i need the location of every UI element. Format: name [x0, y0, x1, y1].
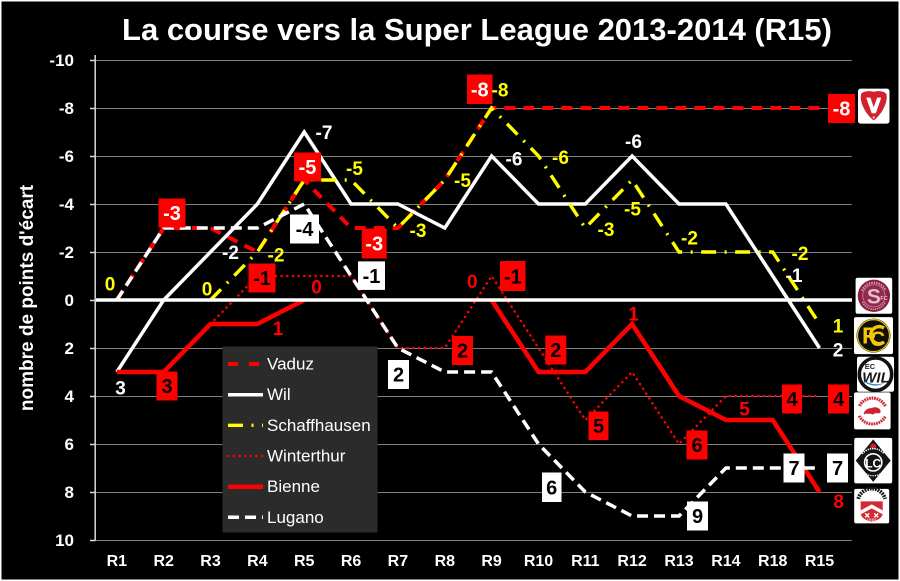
svg-text:7: 7: [788, 458, 799, 480]
svg-text:1: 1: [273, 319, 284, 340]
svg-text:Winterthur: Winterthur: [267, 447, 346, 466]
svg-text:WIL: WIL: [862, 370, 890, 387]
svg-text:-7: -7: [316, 123, 333, 144]
svg-text:La course vers la Super League: La course vers la Super League 2013-2014…: [122, 12, 832, 47]
svg-text:6: 6: [546, 478, 557, 500]
svg-text:-2: -2: [222, 243, 239, 264]
svg-text:2: 2: [65, 339, 74, 358]
svg-text:2: 2: [457, 341, 468, 363]
svg-text:4: 4: [786, 389, 798, 411]
svg-text:R2: R2: [153, 553, 174, 570]
svg-text:Lugano: Lugano: [267, 508, 324, 527]
svg-text:5: 5: [739, 400, 750, 421]
svg-text:3: 3: [115, 379, 126, 400]
svg-text:5: 5: [593, 416, 604, 438]
svg-text:9: 9: [692, 506, 703, 528]
svg-text:8: 8: [833, 492, 844, 513]
svg-text:4: 4: [65, 387, 75, 406]
svg-text:0: 0: [467, 272, 478, 293]
svg-text:-6: -6: [506, 150, 523, 171]
svg-text:R7: R7: [388, 553, 409, 570]
svg-text:R15: R15: [805, 553, 834, 570]
svg-text:0: 0: [65, 291, 74, 310]
svg-text:-2: -2: [268, 246, 285, 267]
svg-text:-5: -5: [299, 157, 317, 179]
svg-text:-8: -8: [471, 80, 489, 102]
svg-text:-1: -1: [504, 267, 522, 289]
svg-text:10: 10: [55, 531, 74, 550]
svg-text:-1: -1: [786, 266, 803, 287]
svg-text:C: C: [870, 328, 885, 351]
svg-text:-5: -5: [624, 200, 641, 221]
svg-text:R5: R5: [294, 553, 315, 570]
svg-text:-2: -2: [792, 244, 809, 265]
svg-text:-6: -6: [59, 147, 74, 166]
svg-text:0: 0: [202, 280, 213, 301]
svg-text:-3: -3: [598, 220, 615, 241]
svg-text:-4: -4: [59, 195, 75, 214]
svg-text:-6: -6: [625, 132, 642, 153]
svg-text:7: 7: [832, 458, 843, 480]
svg-text:0: 0: [105, 275, 116, 296]
svg-text:6: 6: [65, 435, 74, 454]
svg-text:R3: R3: [200, 553, 221, 570]
svg-text:-2: -2: [59, 243, 74, 262]
svg-text:-5: -5: [346, 159, 363, 180]
svg-text:1: 1: [833, 317, 844, 338]
svg-text:R8: R8: [435, 553, 456, 570]
svg-text:-4: -4: [296, 219, 315, 241]
svg-text:-2: -2: [681, 229, 698, 250]
svg-text:R18: R18: [758, 553, 787, 570]
svg-text:3: 3: [161, 376, 172, 398]
svg-text:R13: R13: [664, 553, 693, 570]
svg-text:2: 2: [393, 365, 404, 387]
svg-text:4: 4: [833, 389, 845, 411]
svg-text:R6: R6: [341, 553, 362, 570]
svg-text:R10: R10: [524, 553, 553, 570]
svg-text:-8: -8: [492, 81, 509, 102]
svg-text:nombre de points d'écart: nombre de points d'écart: [17, 184, 38, 411]
svg-text:8: 8: [65, 483, 74, 502]
svg-text:-3: -3: [365, 234, 383, 256]
svg-text:-3: -3: [410, 221, 427, 242]
svg-text:R9: R9: [481, 553, 502, 570]
svg-text:R14: R14: [711, 553, 740, 570]
svg-text:EC: EC: [865, 362, 876, 371]
svg-text:Wil: Wil: [267, 385, 291, 404]
svg-text:FC: FC: [880, 296, 887, 302]
svg-text:LC: LC: [865, 456, 881, 470]
svg-text:-10: -10: [49, 51, 74, 70]
svg-text:R12: R12: [617, 553, 646, 570]
svg-text:-6: -6: [552, 148, 569, 169]
svg-text:-8: -8: [59, 99, 74, 118]
svg-text:-8: -8: [833, 99, 851, 121]
svg-text:0: 0: [311, 278, 322, 299]
svg-text:Vaduz: Vaduz: [267, 355, 314, 374]
svg-text:Bienne: Bienne: [267, 477, 320, 496]
svg-text:1: 1: [628, 305, 639, 326]
svg-text:R4: R4: [247, 553, 268, 570]
svg-text:2: 2: [833, 341, 844, 362]
svg-text:1896: 1896: [867, 517, 878, 522]
svg-text:-5: -5: [454, 171, 471, 192]
svg-text:-1: -1: [253, 268, 271, 290]
svg-text:R1: R1: [107, 553, 128, 570]
svg-text:2: 2: [550, 340, 561, 362]
svg-text:S: S: [867, 285, 881, 308]
svg-text:-3: -3: [163, 203, 181, 225]
svg-text:-1: -1: [363, 266, 381, 288]
svg-text:6: 6: [691, 435, 702, 457]
svg-text:Schaffhausen: Schaffhausen: [267, 416, 371, 435]
svg-text:R11: R11: [571, 553, 600, 570]
